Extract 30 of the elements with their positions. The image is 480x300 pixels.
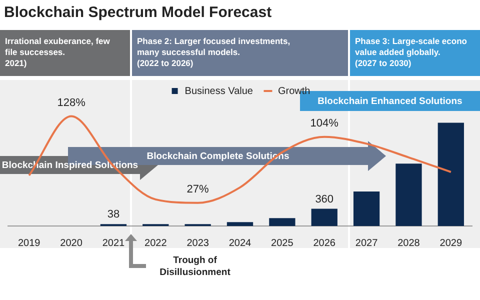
x-tick-label: 2025	[271, 238, 294, 249]
x-tick-label: 2026	[313, 238, 336, 249]
x-tick-label: 2023	[186, 238, 210, 249]
data-label: 38	[107, 208, 120, 221]
x-tick-label: 2024	[228, 238, 252, 249]
text: Irrational exuberance, few file successes. 2021)	[5, 36, 110, 68]
text: Phase 2: Larger focused investments, many successful models. (2022 to 2026)	[137, 36, 290, 68]
legend-label: Business Value	[184, 86, 254, 97]
x-tick-label: 2022	[144, 238, 168, 249]
x-tick-label: 2029	[440, 238, 462, 249]
chart-title: Blockchain Spectrum Model Forecast	[4, 4, 273, 23]
bar	[353, 191, 380, 226]
data-label: 27%	[186, 183, 210, 196]
x-tick-label: 2020	[60, 238, 83, 249]
bar	[269, 218, 296, 226]
bar	[226, 222, 254, 226]
x-tick-label: 2028	[398, 238, 420, 249]
bar	[311, 208, 338, 226]
bar	[396, 164, 422, 226]
bar	[438, 122, 464, 226]
x-tick-label: 2027	[355, 238, 378, 249]
legend-label: Growth	[278, 86, 310, 97]
data-label: 360	[315, 193, 334, 206]
text: Phase 3: Large-scale econo value added globally. (2027 to 2030)	[355, 36, 467, 68]
data-label: 128%	[57, 96, 86, 109]
data-label: 104%	[310, 117, 339, 130]
x-tick-label: 2019	[18, 238, 41, 249]
text: Blockchain Enhanced Solutions	[318, 96, 462, 106]
text: Trough of Disillusionment	[160, 255, 230, 278]
x-tick-label: 2021	[102, 238, 126, 249]
